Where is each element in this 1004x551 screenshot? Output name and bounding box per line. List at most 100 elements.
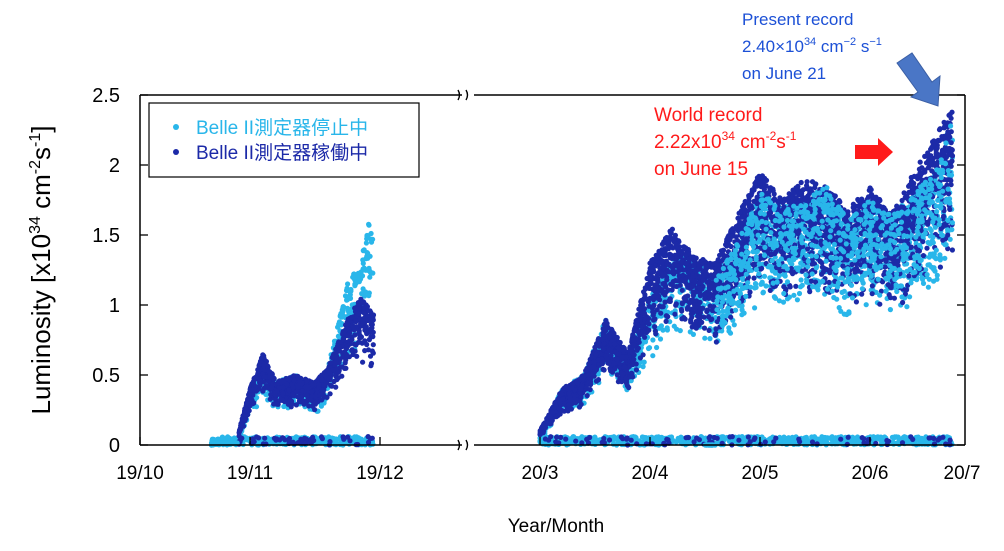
- data-point-standby: [366, 221, 372, 227]
- data-point-running: [341, 330, 347, 336]
- data-point-running: [295, 440, 301, 446]
- data-point-running: [326, 367, 332, 373]
- data-point-running: [365, 434, 371, 440]
- data-point-running: [367, 327, 373, 333]
- data-point-standby: [650, 337, 656, 343]
- data-point-standby: [687, 329, 693, 335]
- data-point-standby: [650, 353, 656, 359]
- data-point-standby: [794, 297, 801, 303]
- data-point-running: [900, 299, 906, 306]
- data-point-standby: [593, 438, 599, 444]
- data-point-running: [259, 355, 265, 361]
- data-point-running: [319, 387, 325, 393]
- data-point-running: [257, 382, 263, 388]
- data-point-running: [351, 327, 357, 333]
- data-point-running: [313, 393, 319, 399]
- data-point-running: [339, 344, 345, 350]
- data-point-standby: [782, 273, 788, 279]
- data-point-running: [250, 436, 256, 442]
- data-point-running: [356, 339, 362, 345]
- data-point-standby: [820, 435, 826, 441]
- data-point-running: [333, 384, 339, 390]
- data-point-running: [319, 436, 325, 442]
- data-point-running: [301, 435, 308, 441]
- data-point-running: [321, 382, 327, 388]
- data-point-running: [327, 375, 333, 381]
- data-point-running: [370, 342, 376, 348]
- data-point-standby: [671, 438, 677, 444]
- data-point-running: [362, 348, 368, 354]
- data-point-running: [334, 343, 341, 349]
- data-point-running: [261, 385, 267, 391]
- data-point-standby: [352, 434, 358, 440]
- data-point-standby: [798, 277, 804, 283]
- data-point-running: [314, 399, 320, 405]
- data-point-standby: [352, 274, 358, 280]
- data-point-running: [365, 439, 372, 445]
- data-point-standby: [293, 434, 299, 440]
- data-point-running: [330, 353, 336, 360]
- data-point-standby: [348, 288, 354, 294]
- data-point-running: [239, 422, 245, 428]
- data-point-standby: [771, 294, 778, 300]
- data-point-standby: [244, 437, 250, 443]
- data-point-standby: [361, 265, 367, 271]
- data-point-running: [329, 383, 335, 389]
- data-point-running: [280, 391, 286, 397]
- data-point-running: [290, 392, 296, 398]
- data-point-running: [261, 361, 267, 367]
- data-point-standby: [791, 292, 797, 298]
- data-point-standby: [359, 291, 365, 297]
- data-point-running: [336, 369, 342, 375]
- data-point-running: [237, 427, 243, 433]
- data-point-running: [324, 394, 330, 400]
- data-point-standby: [707, 336, 713, 342]
- data-point-running: [278, 379, 284, 385]
- data-point-running: [308, 397, 314, 403]
- data-point-running: [370, 312, 376, 318]
- data-point-standby: [366, 293, 372, 299]
- data-point-standby: [641, 359, 647, 365]
- data-point-running: [310, 403, 316, 409]
- data-point-running: [319, 377, 325, 383]
- data-point-standby: [678, 438, 684, 444]
- data-point-running: [640, 352, 646, 358]
- data-point-running: [341, 435, 347, 441]
- data-point-standby: [653, 434, 660, 440]
- data-point-standby: [344, 285, 350, 291]
- data-point-running: [920, 253, 927, 259]
- data-point-standby: [344, 297, 351, 303]
- data-point-running: [286, 435, 293, 442]
- data-point-running: [356, 328, 362, 334]
- data-point-running: [364, 341, 370, 348]
- data-point-standby: [366, 265, 372, 271]
- data-point-standby: [925, 284, 932, 290]
- data-point-standby: [863, 302, 869, 308]
- data-point-running: [243, 406, 249, 412]
- data-point-standby: [368, 230, 374, 237]
- data-point-running: [354, 353, 360, 359]
- data-point-standby: [360, 257, 366, 263]
- data-point-running: [309, 382, 315, 388]
- data-point-standby: [360, 248, 366, 254]
- data-point-running: [358, 300, 364, 306]
- data-point-running: [290, 384, 296, 390]
- data-point-running: [244, 400, 250, 407]
- data-point-standby: [363, 289, 369, 295]
- data-point-running: [308, 389, 315, 395]
- data-point-running: [286, 387, 292, 393]
- data-point-standby: [782, 439, 789, 445]
- data-point-running: [349, 347, 355, 353]
- data-point-standby: [364, 232, 370, 239]
- data-point-running: [917, 159, 923, 165]
- data-point-running: [273, 397, 279, 403]
- data-point-standby: [333, 436, 339, 442]
- data-point-running: [293, 402, 299, 408]
- data-point-standby: [660, 327, 666, 333]
- data-point-running: [367, 316, 373, 323]
- data-point-standby: [875, 436, 882, 442]
- data-point-standby: [891, 435, 897, 441]
- data-points: [208, 109, 956, 448]
- data-point-standby: [370, 236, 376, 242]
- data-point-running: [330, 367, 336, 373]
